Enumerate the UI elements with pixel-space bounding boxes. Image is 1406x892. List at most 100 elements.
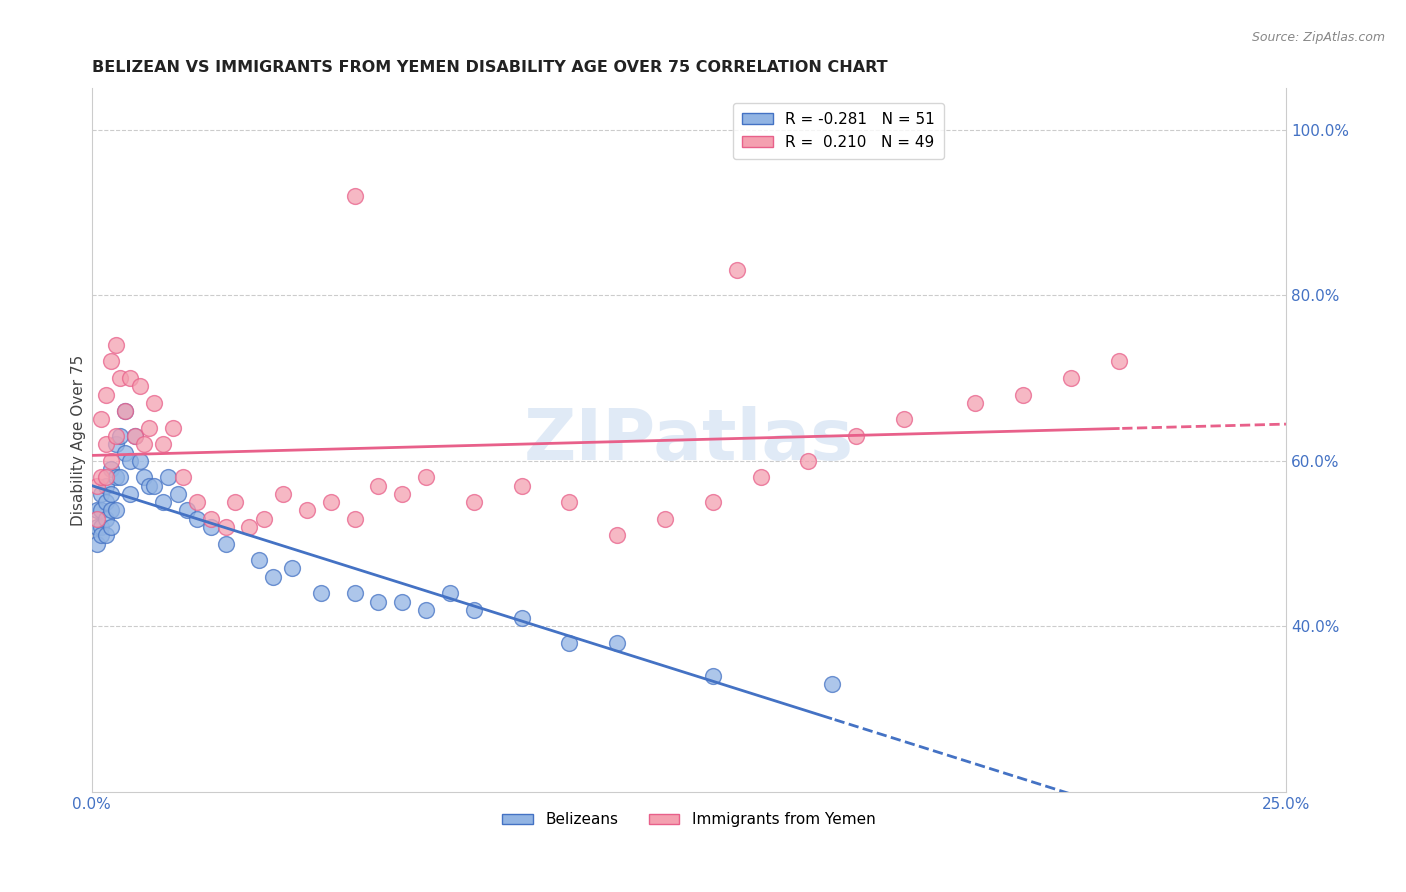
Point: [124, 429, 146, 443]
Point: [343, 512, 366, 526]
Point: [110, 429, 132, 443]
Point: [94, 387, 117, 401]
Point: [510, 611, 533, 625]
Point: [281, 561, 304, 575]
Point: [725, 263, 748, 277]
Point: [142, 478, 165, 492]
Point: [224, 495, 246, 509]
Y-axis label: Disability Age Over 75: Disability Age Over 75: [72, 354, 86, 525]
Point: [104, 338, 127, 352]
Point: [86, 512, 108, 526]
Point: [142, 396, 165, 410]
Point: [100, 503, 122, 517]
Point: [114, 445, 136, 459]
Point: [186, 495, 208, 509]
Point: [100, 462, 122, 476]
Point: [214, 520, 236, 534]
Point: [94, 478, 117, 492]
Point: [90, 528, 112, 542]
Point: [100, 454, 122, 468]
Point: [343, 586, 366, 600]
Point: [654, 512, 676, 526]
Point: [391, 594, 413, 608]
Point: [134, 437, 156, 451]
Point: [100, 520, 122, 534]
Point: [558, 636, 581, 650]
Point: [104, 503, 127, 517]
Point: [702, 669, 724, 683]
Point: [114, 404, 136, 418]
Point: [138, 478, 160, 492]
Point: [128, 454, 150, 468]
Point: [152, 437, 174, 451]
Point: [606, 528, 628, 542]
Point: [391, 487, 413, 501]
Point: [110, 371, 132, 385]
Point: [606, 636, 628, 650]
Point: [90, 487, 112, 501]
Point: [463, 495, 485, 509]
Point: [90, 470, 112, 484]
Point: [86, 478, 108, 492]
Point: [118, 454, 141, 468]
Point: [343, 189, 366, 203]
Point: [510, 478, 533, 492]
Point: [118, 487, 141, 501]
Text: BELIZEAN VS IMMIGRANTS FROM YEMEN DISABILITY AGE OVER 75 CORRELATION CHART: BELIZEAN VS IMMIGRANTS FROM YEMEN DISABI…: [91, 60, 887, 75]
Point: [558, 495, 581, 509]
Point: [86, 520, 108, 534]
Point: [100, 487, 122, 501]
Point: [94, 437, 117, 451]
Point: [94, 495, 117, 509]
Text: Source: ZipAtlas.com: Source: ZipAtlas.com: [1251, 31, 1385, 45]
Point: [134, 470, 156, 484]
Point: [893, 412, 915, 426]
Point: [797, 454, 820, 468]
Point: [200, 512, 222, 526]
Point: [90, 503, 112, 517]
Point: [166, 487, 188, 501]
Point: [94, 470, 117, 484]
Point: [162, 420, 184, 434]
Point: [295, 503, 318, 517]
Point: [214, 536, 236, 550]
Text: ZIPatlas: ZIPatlas: [524, 406, 853, 475]
Point: [104, 429, 127, 443]
Point: [1108, 354, 1130, 368]
Point: [110, 470, 132, 484]
Point: [90, 520, 112, 534]
Point: [94, 528, 117, 542]
Point: [463, 603, 485, 617]
Point: [319, 495, 342, 509]
Point: [253, 512, 276, 526]
Point: [86, 536, 108, 550]
Point: [128, 379, 150, 393]
Point: [367, 594, 389, 608]
Point: [138, 420, 160, 434]
Legend: Belizeans, Immigrants from Yemen: Belizeans, Immigrants from Yemen: [496, 806, 882, 834]
Point: [114, 404, 136, 418]
Point: [176, 503, 198, 517]
Point: [309, 586, 332, 600]
Point: [965, 396, 987, 410]
Point: [172, 470, 194, 484]
Point: [367, 478, 389, 492]
Point: [415, 603, 437, 617]
Point: [152, 495, 174, 509]
Point: [100, 354, 122, 368]
Point: [749, 470, 772, 484]
Point: [118, 371, 141, 385]
Point: [271, 487, 294, 501]
Point: [86, 503, 108, 517]
Point: [439, 586, 461, 600]
Point: [845, 429, 868, 443]
Point: [1060, 371, 1083, 385]
Point: [90, 412, 112, 426]
Point: [238, 520, 260, 534]
Point: [262, 570, 284, 584]
Point: [104, 437, 127, 451]
Point: [702, 495, 724, 509]
Point: [157, 470, 180, 484]
Point: [186, 512, 208, 526]
Point: [821, 677, 844, 691]
